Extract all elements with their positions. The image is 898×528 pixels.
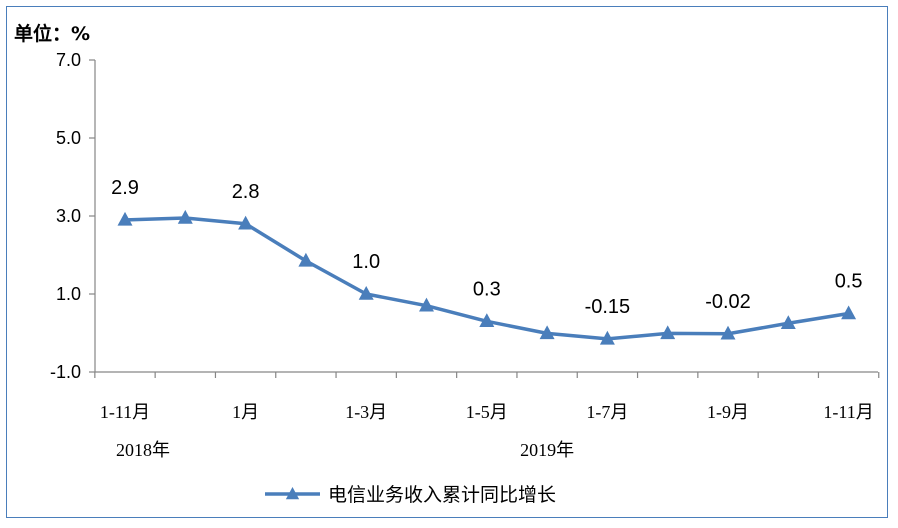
data-point-marker xyxy=(660,325,676,340)
data-label: 1.0 xyxy=(352,251,380,273)
x-tick-label: 1-11月 xyxy=(100,402,150,422)
data-point-marker xyxy=(780,315,796,329)
x-tick-label: 1-5月 xyxy=(466,402,508,422)
data-label: 0.5 xyxy=(835,271,863,293)
data-point-marker xyxy=(599,330,615,345)
data-label: -0.15 xyxy=(585,296,631,318)
x-axis: 1-11月 1月 1-3月 1-5月 1-7月 1-9月 1-11月 2018年 2019年 xyxy=(94,371,880,460)
data-label: -0.02 xyxy=(705,291,751,313)
data-point-marker xyxy=(841,305,857,320)
data-point-marker xyxy=(238,215,254,230)
data-point-marker xyxy=(479,313,495,328)
y-tick-label: 1.0 xyxy=(56,284,81,304)
x-tick-label: 1-9月 xyxy=(707,402,749,422)
data-point-marker xyxy=(298,252,314,267)
year-label: 2018年 xyxy=(116,440,170,460)
data-point-marker xyxy=(117,211,133,226)
x-tick-label: 1-11月 xyxy=(823,402,873,422)
y-axis: 7.0 5.0 3.0 1.0 -1.0 xyxy=(50,50,96,382)
y-tick-label: 3.0 xyxy=(56,206,81,226)
data-label: 0.3 xyxy=(473,278,501,300)
data-label: 2.8 xyxy=(232,181,260,203)
year-label: 2019年 xyxy=(520,440,574,460)
data-point-marker xyxy=(539,325,555,340)
data-point-marker xyxy=(720,325,736,340)
unit-label: 单位：% xyxy=(14,22,90,45)
legend-marker xyxy=(285,487,300,500)
chart-frame xyxy=(6,6,888,518)
y-tick-label: 7.0 xyxy=(56,50,81,70)
x-tick-label: 1月 xyxy=(232,402,259,422)
x-tick-label: 1-7月 xyxy=(586,402,628,422)
x-tick-label: 1-3月 xyxy=(345,402,387,422)
data-label: 2.9 xyxy=(111,177,139,199)
legend-label: 电信业务收入累计同比增长 xyxy=(328,484,556,506)
legend: 电信业务收入累计同比增长 xyxy=(265,484,556,506)
y-tick-label: -1.0 xyxy=(50,362,81,382)
data-point-marker xyxy=(419,297,434,312)
y-tick-label: 5.0 xyxy=(56,128,81,148)
data-point-marker xyxy=(177,209,193,224)
plot-area: 2.9 2.8 1.0 0.3 -0.15 -0.02 0.5 xyxy=(111,177,863,345)
data-point-marker xyxy=(358,285,374,300)
